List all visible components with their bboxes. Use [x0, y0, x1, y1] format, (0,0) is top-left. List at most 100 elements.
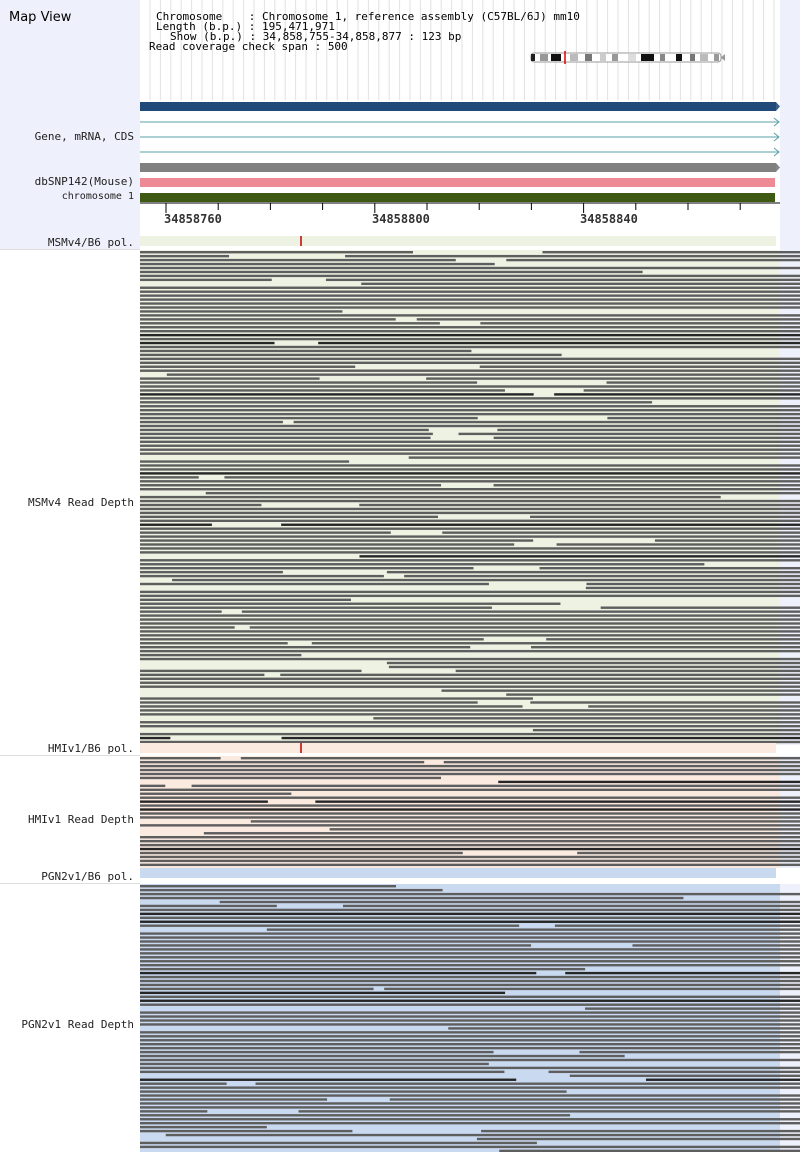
read — [569, 1074, 800, 1077]
read — [140, 559, 800, 562]
read — [140, 452, 800, 455]
read — [140, 381, 478, 384]
read — [506, 258, 800, 262]
ideogram-band — [641, 54, 654, 61]
main-panel — [140, 0, 780, 250]
read — [249, 626, 800, 629]
read — [140, 649, 800, 653]
read — [140, 892, 800, 896]
read — [140, 888, 443, 892]
ideogram-end — [721, 54, 725, 61]
read — [493, 484, 800, 487]
read — [140, 701, 478, 704]
dbsnp-bar — [140, 178, 775, 187]
read — [140, 1102, 800, 1105]
read — [140, 971, 537, 975]
read — [532, 728, 800, 732]
read — [140, 480, 800, 483]
read — [140, 294, 800, 297]
read — [448, 1027, 800, 1030]
read — [408, 456, 800, 459]
read — [140, 948, 800, 951]
read — [140, 1043, 800, 1046]
track-label-pgn-depth: PGN2v1 Read Depth — [21, 1018, 134, 1031]
read — [140, 952, 800, 955]
read — [140, 642, 288, 645]
read — [140, 507, 800, 511]
read — [140, 484, 442, 487]
read — [140, 1031, 800, 1034]
track-label-pgn-pol: PGN2v1/B6 pol. — [41, 870, 134, 883]
read — [140, 488, 800, 491]
read — [140, 896, 684, 900]
read — [140, 808, 800, 811]
read — [140, 290, 800, 293]
read — [140, 389, 505, 392]
read — [140, 1090, 567, 1093]
read — [140, 330, 800, 333]
read — [140, 270, 643, 274]
read — [441, 689, 800, 692]
transcript-arrow — [773, 147, 780, 157]
read — [632, 944, 800, 947]
ideogram-band — [714, 54, 719, 61]
read — [140, 792, 292, 795]
read — [140, 1062, 489, 1066]
read — [140, 266, 800, 270]
read — [607, 416, 800, 420]
read — [579, 1050, 800, 1054]
read — [140, 1070, 505, 1074]
read — [140, 920, 800, 923]
read — [542, 251, 800, 254]
track-label-msm-pol: MSMv4/B6 pol. — [47, 236, 134, 249]
read — [140, 448, 800, 451]
read — [140, 602, 561, 605]
read — [140, 1046, 800, 1050]
read — [140, 638, 484, 641]
read — [140, 788, 800, 791]
read — [140, 341, 275, 345]
read — [140, 1023, 800, 1026]
read — [140, 278, 272, 282]
ideogram-band — [628, 54, 636, 61]
read — [140, 764, 800, 768]
read — [293, 420, 800, 424]
read — [140, 721, 800, 724]
read — [554, 393, 800, 396]
read — [172, 578, 800, 582]
read — [140, 543, 515, 546]
read — [140, 681, 800, 684]
read — [389, 1098, 800, 1101]
read — [140, 1078, 517, 1081]
read — [140, 740, 800, 744]
read — [140, 653, 302, 657]
read — [140, 511, 800, 515]
read — [281, 736, 800, 740]
read — [373, 717, 800, 720]
read — [140, 677, 800, 680]
read — [359, 503, 800, 507]
read — [140, 353, 562, 357]
read — [140, 598, 351, 601]
read — [140, 705, 523, 708]
gene-bar-arrow — [776, 102, 780, 111]
read — [140, 824, 800, 827]
read — [140, 302, 800, 305]
track-label-hmi-pol: HMIv1/B6 pol. — [47, 742, 134, 755]
read — [140, 314, 800, 317]
read — [140, 326, 800, 329]
read — [140, 519, 800, 522]
ideogram-band — [600, 54, 606, 61]
read — [140, 251, 413, 254]
read — [140, 816, 800, 819]
polymorphism-bar — [140, 236, 776, 246]
read — [140, 1125, 267, 1129]
read — [140, 979, 800, 983]
read — [255, 1082, 800, 1085]
transcript-arrow — [773, 132, 780, 142]
read — [497, 428, 800, 432]
read — [140, 800, 268, 803]
read — [140, 1003, 800, 1006]
